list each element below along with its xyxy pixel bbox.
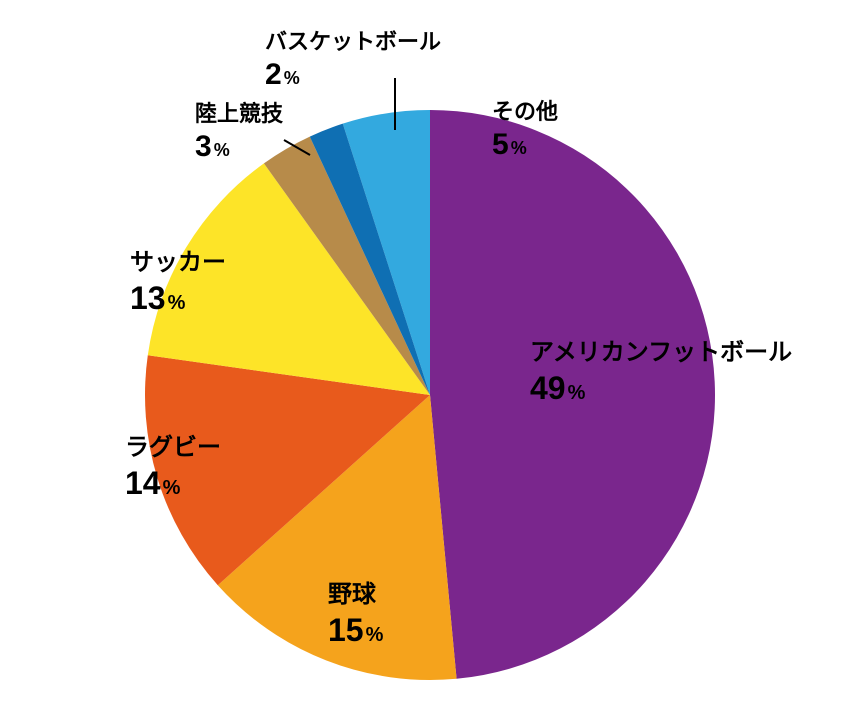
- slice-label-name: サッカー: [130, 248, 226, 278]
- slice-label-name: その他: [492, 98, 558, 126]
- percent-unit: %: [163, 476, 181, 501]
- slice-label-value: 5: [492, 126, 509, 164]
- percent-unit: %: [568, 381, 586, 406]
- percent-unit: %: [284, 67, 300, 90]
- slice-label: バスケットボール2%: [265, 28, 441, 93]
- slice-label-name: 野球: [328, 580, 383, 610]
- slice-label: サッカー13%: [130, 248, 226, 318]
- pie-chart: アメリカンフットボール49%野球15%ラグビー14%サッカー13%陸上競技3%バ…: [0, 0, 860, 726]
- slice-label-name: ラグビー: [125, 433, 221, 463]
- slice-label: アメリカンフットボール49%: [530, 338, 792, 408]
- slice-label-value: 14: [125, 463, 161, 503]
- slice-label-name: アメリカンフットボール: [530, 338, 792, 368]
- slice-label-name: 陸上競技: [195, 100, 283, 128]
- percent-unit: %: [214, 139, 230, 162]
- percent-unit: %: [366, 623, 384, 648]
- slice-label-value: 13: [130, 278, 166, 318]
- slice-label-value: 2: [265, 56, 282, 94]
- slice-label-value: 49: [530, 368, 566, 408]
- slice-label-value: 3: [195, 128, 212, 166]
- percent-unit: %: [511, 137, 527, 160]
- percent-unit: %: [168, 291, 186, 316]
- slice-label: 陸上競技3%: [195, 100, 283, 165]
- slice-label: その他5%: [492, 98, 558, 163]
- slice-label: 野球15%: [328, 580, 383, 650]
- slice-label-value: 15: [328, 610, 364, 650]
- slice-label: ラグビー14%: [125, 433, 221, 503]
- slice-label-name: バスケットボール: [265, 28, 441, 56]
